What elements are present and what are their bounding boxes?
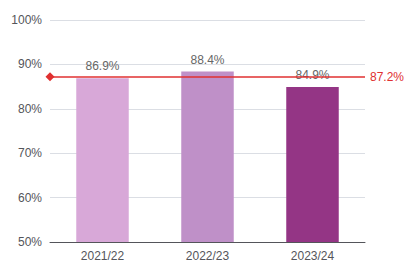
svg-text:90%: 90% xyxy=(18,57,42,71)
svg-text:100%: 100% xyxy=(11,13,42,27)
svg-text:88.4%: 88.4% xyxy=(190,53,224,67)
svg-text:87.2%: 87.2% xyxy=(370,70,404,84)
svg-text:2021/22: 2021/22 xyxy=(81,249,125,263)
svg-text:70%: 70% xyxy=(18,146,42,160)
svg-text:60%: 60% xyxy=(18,191,42,205)
svg-text:80%: 80% xyxy=(18,102,42,116)
svg-text:84.9%: 84.9% xyxy=(295,68,329,82)
svg-text:50%: 50% xyxy=(18,235,42,249)
svg-text:2022/23: 2022/23 xyxy=(186,249,230,263)
svg-text:86.9%: 86.9% xyxy=(85,59,119,73)
svg-text:2023/24: 2023/24 xyxy=(291,249,335,263)
